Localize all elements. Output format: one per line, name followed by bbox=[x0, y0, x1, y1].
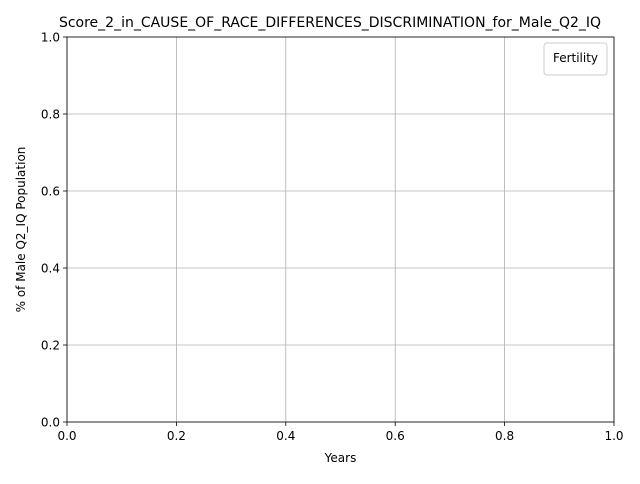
x-tick-label: 0.4 bbox=[276, 429, 295, 443]
chart-title: Score_2_in_CAUSE_OF_RACE_DIFFERENCES_DIS… bbox=[59, 15, 601, 31]
axes-frame bbox=[66, 36, 615, 423]
x-tick-label: 1.0 bbox=[604, 429, 623, 443]
x-tick-label: 0.8 bbox=[495, 429, 514, 443]
x-axis-label: Years bbox=[324, 451, 357, 465]
legend: Fertility bbox=[543, 42, 608, 76]
axis-ticks: 0.0 0.2 0.4 0.6 0.8 1.0 0.0 0.2 0.4 0.6 0.8 1.0 bbox=[41, 31, 624, 444]
axes-spines bbox=[66, 36, 615, 423]
x-tick-label: 0.6 bbox=[386, 429, 405, 443]
grid-lines bbox=[66, 36, 615, 423]
y-tick-label: 0.4 bbox=[41, 262, 60, 276]
y-tick-label: 0.2 bbox=[41, 339, 60, 353]
y-axis-label: % of Male Q2_IQ Population bbox=[14, 147, 28, 313]
y-tick-label: 1.0 bbox=[41, 31, 60, 45]
x-tick-label: 0.2 bbox=[167, 429, 186, 443]
legend-title: Fertility bbox=[553, 51, 598, 65]
legend-frame bbox=[543, 42, 608, 76]
y-tick-label: 0.8 bbox=[41, 108, 60, 122]
x-tick-label: 0.0 bbox=[57, 429, 76, 443]
y-tick-label: 0.0 bbox=[41, 416, 60, 430]
y-tick-label: 0.6 bbox=[41, 185, 60, 199]
